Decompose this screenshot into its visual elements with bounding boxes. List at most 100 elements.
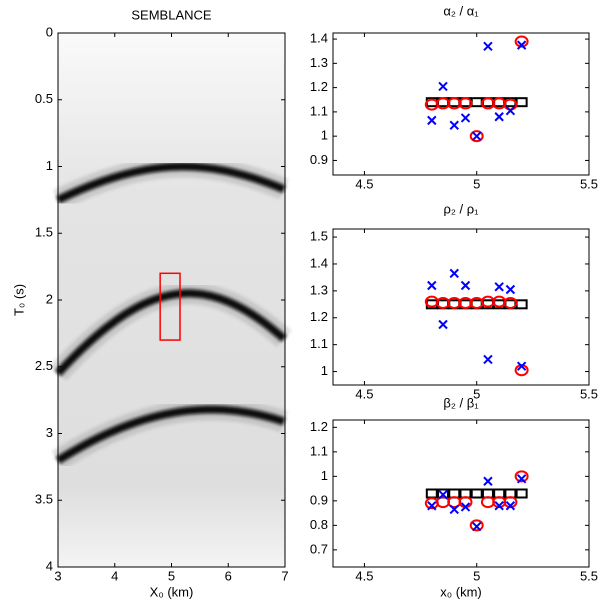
x-axis-label: X₀ (km) bbox=[150, 584, 194, 599]
circle-marker bbox=[514, 470, 529, 483]
x-marker bbox=[438, 319, 448, 330]
y-tick-label: 1.2 bbox=[310, 419, 328, 434]
circle-marker bbox=[447, 496, 462, 509]
x-marker bbox=[516, 40, 527, 50]
semblance-event bbox=[55, 289, 287, 377]
y-tick-label: 1.1 bbox=[310, 443, 328, 458]
chart-title: α₂ / α₁ bbox=[443, 3, 479, 18]
y-tick-label: 1.5 bbox=[310, 229, 328, 244]
x-tick-label: 5.5 bbox=[580, 386, 598, 401]
axes-frame bbox=[332, 32, 590, 176]
y-tick-label: 1.3 bbox=[310, 55, 328, 70]
x-marker bbox=[505, 284, 516, 295]
x-marker bbox=[449, 120, 459, 130]
y-tick-label: 1.4 bbox=[310, 31, 328, 46]
x-marker bbox=[449, 504, 459, 515]
highlight-box bbox=[159, 272, 181, 341]
x-marker bbox=[483, 476, 493, 486]
x-tick-label: 7 bbox=[281, 568, 288, 583]
x-tick-label: 5 bbox=[473, 386, 480, 401]
axes-frame bbox=[332, 419, 590, 568]
semblance-event bbox=[55, 405, 286, 464]
circle-marker bbox=[458, 97, 473, 110]
x-tick-label: 4.5 bbox=[355, 176, 373, 191]
y-tick-label: 0 bbox=[46, 24, 53, 39]
x-tick-label: 4 bbox=[111, 568, 118, 583]
circle-marker bbox=[469, 130, 484, 143]
chart-title: ρ₂ / ρ₁ bbox=[443, 201, 479, 216]
x-marker bbox=[494, 282, 504, 292]
square-marker bbox=[470, 97, 483, 108]
x-marker bbox=[438, 81, 448, 92]
y-tick-label: 1.1 bbox=[310, 103, 328, 118]
y-tick-label: 1 bbox=[46, 158, 53, 173]
x-tick-label: 3 bbox=[54, 568, 61, 583]
x-marker bbox=[472, 131, 482, 141]
x-tick-label: 6 bbox=[225, 568, 232, 583]
x-marker bbox=[427, 280, 437, 291]
y-tick-label: 0.7 bbox=[310, 541, 328, 556]
x-tick-label: 4.5 bbox=[355, 568, 373, 583]
y-tick-label: 1.4 bbox=[310, 255, 328, 270]
y-tick-label: 1.2 bbox=[310, 309, 328, 324]
square-marker bbox=[515, 488, 528, 499]
x-tick-label: 5.5 bbox=[580, 568, 598, 583]
x-marker bbox=[460, 502, 471, 512]
chart-title: β₂ / β₁ bbox=[443, 395, 479, 410]
y-tick-label: 4 bbox=[46, 558, 53, 573]
x-tick-label: 5 bbox=[473, 568, 480, 583]
square-marker bbox=[470, 488, 483, 499]
x-marker bbox=[516, 361, 527, 371]
axes-frame bbox=[332, 228, 590, 386]
x-tick-label: 5 bbox=[473, 176, 480, 191]
x-marker bbox=[483, 354, 493, 365]
axes: 4.5 5 5.5 0.7 0.8 0.9 1 1.1 1.2 β₂ / β₁ x₀ (km) bbox=[310, 395, 598, 599]
x-marker bbox=[438, 490, 448, 500]
y-tick-label: 2.5 bbox=[35, 358, 53, 373]
circle-marker bbox=[436, 496, 451, 509]
x-marker bbox=[494, 501, 504, 511]
y-tick-label: 3 bbox=[46, 425, 53, 440]
square-marker bbox=[515, 299, 528, 310]
x-marker bbox=[472, 521, 482, 532]
x-tick-label: 5.5 bbox=[580, 176, 598, 191]
y-tick-label: 1.1 bbox=[310, 336, 328, 351]
x-tick-label: 4.5 bbox=[355, 386, 373, 401]
y-tick-label: 0.8 bbox=[310, 517, 328, 532]
circle-marker bbox=[503, 296, 518, 309]
y-tick-label: 1 bbox=[321, 363, 328, 378]
y-tick-label: 2 bbox=[46, 291, 53, 306]
y-tick-label: 1 bbox=[321, 468, 328, 483]
y-tick-label: 0.9 bbox=[310, 152, 328, 167]
x-marker bbox=[505, 105, 516, 116]
axes: 4.5 5 5.5 0.9 1 1.1 1.2 1.3 1.4 α₂ / α₁ bbox=[310, 3, 598, 191]
x-axis-label: x₀ (km) bbox=[440, 584, 482, 599]
x-marker bbox=[494, 112, 504, 122]
square-marker bbox=[425, 488, 438, 499]
y-axis-label: T₀ (s) bbox=[11, 284, 26, 316]
circle-marker bbox=[469, 519, 484, 532]
x-tick-label: 5 bbox=[168, 568, 175, 583]
semblance-event bbox=[56, 162, 286, 204]
y-tick-label: 3.5 bbox=[35, 492, 53, 507]
x-marker bbox=[516, 474, 527, 484]
y-tick-label: 1.2 bbox=[310, 79, 328, 94]
x-marker bbox=[460, 280, 471, 291]
y-tick-label: 1.3 bbox=[310, 282, 328, 297]
x-marker bbox=[427, 501, 437, 511]
y-tick-label: 0.9 bbox=[310, 492, 328, 507]
x-marker bbox=[483, 41, 493, 52]
circle-marker bbox=[480, 496, 495, 509]
x-marker bbox=[460, 113, 471, 123]
x-marker bbox=[449, 268, 459, 279]
y-tick-label: 1.5 bbox=[35, 225, 53, 240]
y-tick-label: 0.5 bbox=[35, 91, 53, 106]
x-marker bbox=[505, 501, 516, 511]
y-tick-label: 1 bbox=[321, 128, 328, 143]
square-marker bbox=[515, 97, 528, 108]
axes: 4.5 5 5.5 1 1.1 1.2 1.3 1.4 1.5 ρ₂ / ρ₁ bbox=[310, 201, 598, 401]
x-marker bbox=[427, 115, 437, 126]
chart-title: SEMBLANCE bbox=[131, 7, 212, 22]
